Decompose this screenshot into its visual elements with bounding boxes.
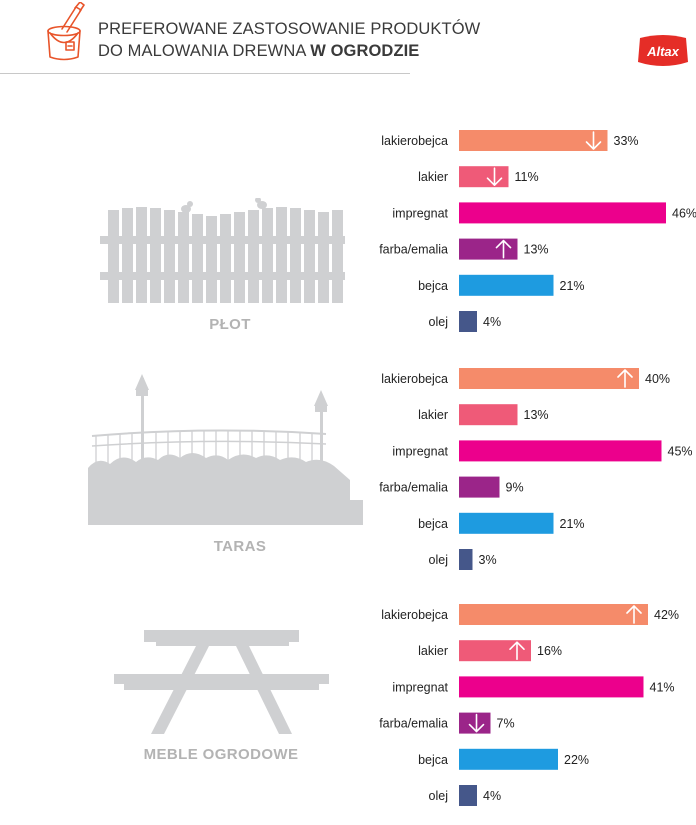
- category-label: impregnat: [392, 206, 448, 220]
- bar-olej: [459, 549, 473, 570]
- section-label-taras: TARAS: [213, 538, 267, 555]
- category-label: lakierobejca: [381, 134, 448, 148]
- title-line-1: PREFEROWANE ZASTOSOWANIE PRODUKTÓW: [98, 20, 481, 38]
- bar-farba_emalia: [459, 712, 491, 734]
- paint-bucket-brush-icon: [47, 2, 85, 61]
- category-label: lakier: [418, 644, 448, 658]
- page-title: PREFEROWANE ZASTOSOWANIE PRODUKTÓW DO MA…: [98, 18, 480, 62]
- arrow-up-icon: [509, 641, 525, 660]
- category-label: lakier: [418, 170, 448, 184]
- value-label: 42%: [654, 608, 679, 622]
- bar-bejca: [459, 748, 558, 770]
- category-label: bejca: [418, 517, 448, 531]
- bar-lakier: [459, 640, 531, 662]
- bar-lakierobejca: [459, 604, 648, 625]
- category-label: bejca: [418, 753, 448, 767]
- bar-impregnat: [459, 202, 666, 224]
- fence-illustration: [100, 198, 345, 303]
- category-label: farba/emalia: [379, 481, 448, 495]
- category-label: lakier: [418, 408, 448, 422]
- bar-lakierobejca: [459, 368, 639, 389]
- value-label: 9%: [506, 481, 524, 495]
- value-label: 21%: [560, 279, 585, 293]
- title-line-2: DO MALOWANIA DREWNA W OGRODZIE: [98, 40, 480, 62]
- bar-lakier: [459, 404, 518, 426]
- chart-group-1: lakierobejca 40% lakier 13% impregnat 45% farb…: [379, 368, 693, 570]
- category-label: olej: [429, 553, 448, 567]
- category-label: farba/emalia: [379, 243, 448, 257]
- bar-impregnat: [459, 676, 644, 698]
- value-label: 22%: [564, 753, 589, 767]
- category-label: olej: [429, 315, 448, 329]
- category-label: lakierobejca: [381, 608, 448, 622]
- terrace-illustration: [88, 374, 363, 525]
- bar-bejca: [459, 274, 554, 296]
- arrow-down-icon: [468, 713, 485, 733]
- category-label: impregnat: [392, 444, 448, 458]
- value-label: 21%: [560, 517, 585, 531]
- value-label: 46%: [672, 206, 696, 220]
- title-line-2-regular: DO MALOWANIA DREWNA: [98, 42, 306, 60]
- value-label: 4%: [483, 315, 501, 329]
- header: PREFEROWANE ZASTOSOWANIE PRODUKTÓW DO MA…: [0, 0, 696, 80]
- category-label: bejca: [418, 279, 448, 293]
- category-label: farba/emalia: [379, 717, 448, 731]
- category-label: lakierobejca: [381, 372, 448, 386]
- arrow-down-icon: [585, 131, 602, 150]
- value-label: 13%: [524, 243, 549, 257]
- title-line-2-bold: W OGRODZIE: [310, 42, 420, 60]
- value-label: 41%: [650, 680, 675, 694]
- section-label-meble: MEBLE OGRODOWE: [143, 746, 299, 763]
- value-label: 45%: [668, 444, 693, 458]
- chart-group-2: lakierobejca 42% lakier 16% impregnat 41% farb…: [379, 604, 679, 806]
- value-label: 33%: [614, 134, 639, 148]
- chart-group-0: lakierobejca 33% lakier 11% impregnat 46% farb…: [379, 130, 696, 332]
- bar-bejca: [459, 512, 554, 534]
- picnic-table-illustration: [114, 630, 329, 734]
- header-divider: [0, 73, 410, 74]
- bar-impregnat: [459, 440, 662, 462]
- value-label: 3%: [479, 553, 497, 567]
- bar-farba_emalia: [459, 476, 500, 498]
- category-label: impregnat: [392, 680, 448, 694]
- arrow-up-icon: [626, 605, 642, 624]
- value-label: 7%: [497, 717, 515, 731]
- bar-lakierobejca: [459, 130, 608, 151]
- category-label: olej: [429, 789, 448, 803]
- bar-olej: [459, 785, 477, 806]
- value-label: 11%: [515, 170, 539, 184]
- bar-farba_emalia: [459, 238, 518, 260]
- logo-text: Altax: [646, 44, 680, 59]
- arrow-up-icon: [617, 369, 633, 388]
- value-label: 16%: [537, 644, 562, 658]
- bar-olej: [459, 311, 477, 332]
- value-label: 4%: [483, 789, 501, 803]
- arrow-down-icon: [486, 167, 503, 186]
- arrow-up-icon: [495, 239, 512, 259]
- value-label: 40%: [645, 372, 670, 386]
- section-label-plot: PŁOT: [209, 316, 251, 333]
- altax-logo: Altax: [638, 35, 688, 66]
- value-label: 13%: [524, 408, 549, 422]
- bar-lakier: [459, 166, 509, 188]
